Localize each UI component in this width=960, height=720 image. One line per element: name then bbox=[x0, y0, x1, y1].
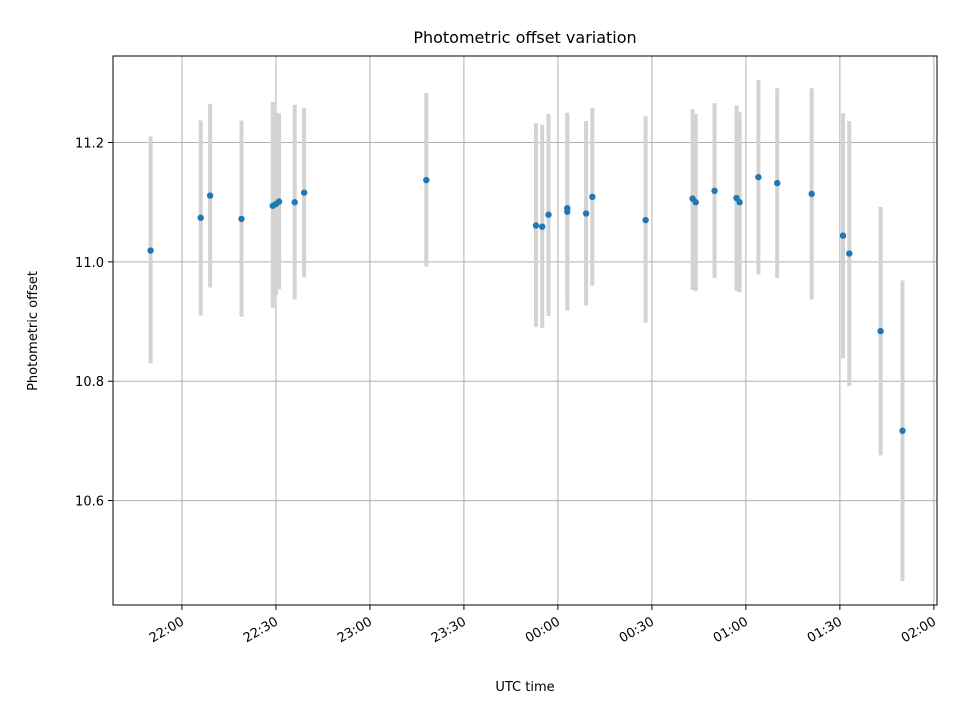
data-point bbox=[532, 222, 540, 229]
y-axis-ticks: 10.6 10.8 11.0 11.2 bbox=[75, 137, 113, 510]
y-tick-label: 10.8 bbox=[75, 375, 104, 390]
data-point bbox=[899, 427, 906, 434]
data-point bbox=[692, 199, 699, 206]
grid-lines bbox=[113, 56, 937, 605]
chart-title: Photometric offset variation bbox=[413, 28, 636, 47]
data-point bbox=[539, 223, 546, 230]
data-point bbox=[774, 179, 781, 187]
data-point bbox=[877, 327, 884, 335]
data-point bbox=[839, 232, 847, 239]
data-point bbox=[642, 216, 649, 224]
data-point bbox=[589, 193, 596, 201]
data-point bbox=[755, 173, 762, 181]
data-point bbox=[545, 211, 552, 218]
data-point bbox=[846, 250, 853, 257]
y-tick-label: 10.6 bbox=[75, 495, 104, 510]
data-point bbox=[206, 192, 214, 199]
x-axis-label: UTC time bbox=[495, 680, 554, 695]
y-axis-label: Photometric offset bbox=[26, 271, 41, 391]
y-tick-label: 11.2 bbox=[75, 137, 104, 152]
data-point bbox=[423, 176, 430, 184]
data-point bbox=[291, 199, 298, 206]
data-point bbox=[147, 247, 154, 254]
data-points bbox=[147, 173, 906, 434]
data-point bbox=[564, 204, 571, 212]
y-tick-label: 11.0 bbox=[75, 256, 104, 271]
data-point bbox=[300, 189, 308, 196]
data-point bbox=[275, 198, 283, 205]
data-point bbox=[808, 190, 815, 198]
data-point bbox=[197, 214, 204, 221]
data-point bbox=[582, 210, 590, 217]
data-point bbox=[711, 187, 718, 195]
data-point bbox=[238, 215, 245, 223]
plot-frame bbox=[112, 55, 938, 606]
data-point bbox=[736, 199, 743, 206]
